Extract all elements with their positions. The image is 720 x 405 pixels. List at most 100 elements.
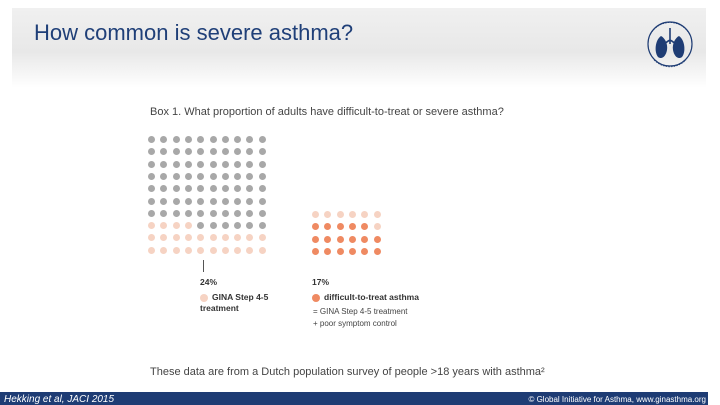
right-grid-highlight-dot xyxy=(324,247,332,255)
left-grid-dot xyxy=(197,197,205,205)
left-grid-dot xyxy=(197,172,205,180)
left-grid-highlight-dot xyxy=(160,234,168,242)
left-grid-dot xyxy=(221,172,229,180)
left-grid-dot xyxy=(258,209,266,217)
left-grid-dot xyxy=(184,197,192,205)
left-grid-highlight-dot xyxy=(246,246,254,254)
left-grid-dot xyxy=(209,209,217,217)
left-grid-highlight-dot xyxy=(221,234,229,242)
left-grid-dot xyxy=(209,222,217,230)
left-grid-dot xyxy=(197,222,205,230)
left-grid-dot xyxy=(172,136,180,143)
left-grid-highlight-dot xyxy=(184,222,192,230)
left-grid-dot xyxy=(160,148,168,156)
left-grid-highlight-dot xyxy=(221,246,229,254)
left-grid-dot xyxy=(246,148,254,156)
left-legend: GINA Step 4-5 treatment xyxy=(200,292,268,314)
left-grid-highlight-dot xyxy=(234,246,242,254)
left-grid-highlight-dot xyxy=(160,222,168,230)
right-grid-highlight-dot xyxy=(373,247,381,255)
right-grid-dot xyxy=(348,211,356,218)
left-grid-highlight-dot xyxy=(197,246,205,254)
left-grid-dot xyxy=(172,172,180,180)
right-grid-highlight-dot xyxy=(361,235,369,243)
right-grid-highlight-dot xyxy=(361,223,369,231)
right-grid-highlight-dot xyxy=(348,247,356,255)
left-grid-dot xyxy=(234,222,242,230)
right-grid-dot xyxy=(312,211,319,218)
left-grid-dot xyxy=(258,148,266,156)
right-grid-dot xyxy=(373,223,381,231)
left-grid-highlight-dot xyxy=(148,246,155,254)
left-grid-dot xyxy=(160,160,168,168)
figure-caption: These data are from a Dutch population s… xyxy=(150,366,545,378)
left-grid-dot xyxy=(234,197,242,205)
left-grid-dot xyxy=(258,160,266,168)
left-grid-dot xyxy=(197,160,205,168)
left-grid-dot xyxy=(209,172,217,180)
right-grid-dot xyxy=(324,211,332,218)
left-grid-dot xyxy=(234,172,242,180)
left-grid-dot xyxy=(258,185,266,193)
left-grid-dot xyxy=(197,185,205,193)
right-grid-highlight-dot xyxy=(312,235,319,243)
left-grid-dot xyxy=(184,209,192,217)
right-grid-dot xyxy=(361,211,369,218)
left-grid-dot xyxy=(148,160,155,168)
left-grid-dot xyxy=(209,136,217,143)
left-grid-highlight-dot xyxy=(209,234,217,242)
right-legend-label: difficult-to-treat asthma xyxy=(324,292,419,302)
left-grid-dot xyxy=(246,185,254,193)
left-grid-dot xyxy=(148,172,155,180)
left-grid-dot xyxy=(172,209,180,217)
right-grid-highlight-dot xyxy=(336,235,344,243)
left-grid-dot xyxy=(172,148,180,156)
right-legend: difficult-to-treat asthma xyxy=(312,292,419,303)
left-grid-highlight-dot xyxy=(172,222,180,230)
left-pointer-line xyxy=(203,260,204,272)
left-grid-dot xyxy=(160,185,168,193)
left-grid-dot xyxy=(160,136,168,143)
left-grid-dot xyxy=(221,222,229,230)
left-grid-dot xyxy=(197,209,205,217)
left-grid-dot xyxy=(148,136,155,143)
title-band xyxy=(12,8,706,88)
left-grid-highlight-dot xyxy=(197,234,205,242)
right-grid-highlight-dot xyxy=(373,235,381,243)
left-grid-dot xyxy=(258,172,266,180)
left-grid-dot xyxy=(246,197,254,205)
left-grid-dot xyxy=(184,148,192,156)
left-grid-dot xyxy=(148,185,155,193)
left-percent-label: 24% xyxy=(200,277,218,287)
left-grid-dot xyxy=(234,209,242,217)
right-grid-dot xyxy=(336,211,344,218)
right-grid-highlight-dot xyxy=(312,223,319,231)
left-grid-dot xyxy=(184,160,192,168)
left-grid-dot xyxy=(221,209,229,217)
left-grid-dot xyxy=(160,209,168,217)
right-grid-highlight-dot xyxy=(361,247,369,255)
citation: Hekking et al, JACI 2015 xyxy=(4,394,115,405)
left-grid-dot xyxy=(184,172,192,180)
left-grid-dot xyxy=(246,136,254,143)
left-grid-dot xyxy=(246,172,254,180)
right-grid-highlight-dot xyxy=(336,247,344,255)
left-grid-dot xyxy=(258,222,266,230)
left-grid-dot xyxy=(148,148,155,156)
left-grid-dot xyxy=(209,197,217,205)
left-grid-highlight-dot xyxy=(148,234,155,242)
left-grid-highlight-dot xyxy=(184,234,192,242)
left-grid-dot xyxy=(184,136,192,143)
left-grid-highlight-dot xyxy=(246,234,254,242)
right-grid-highlight-dot xyxy=(348,223,356,231)
left-grid-dot xyxy=(148,197,155,205)
left-grid-dot xyxy=(184,185,192,193)
left-grid-highlight-dot xyxy=(160,246,168,254)
left-grid-highlight-dot xyxy=(209,246,217,254)
left-grid-dot xyxy=(172,160,180,168)
left-grid-dot xyxy=(221,160,229,168)
left-grid-highlight-dot xyxy=(148,222,155,230)
left-grid-dot xyxy=(172,185,180,193)
right-detail-line1: = GINA Step 4-5 treatment xyxy=(313,307,408,316)
left-legend-line1: GINA Step 4-5 xyxy=(212,292,269,302)
